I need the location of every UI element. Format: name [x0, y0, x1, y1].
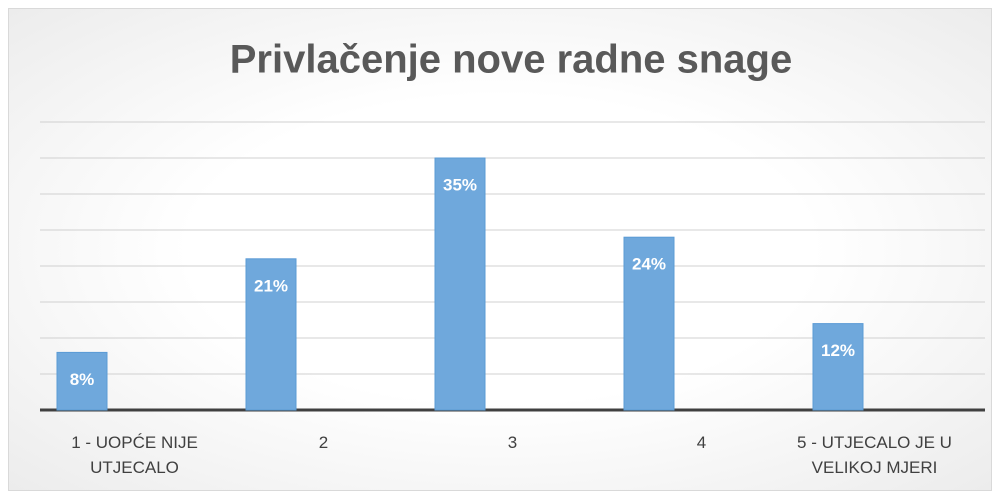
x-tick-label: 3 — [507, 433, 518, 452]
data-label: 21% — [254, 276, 288, 295]
bar — [434, 157, 486, 411]
data-label: 8% — [70, 370, 95, 389]
bar — [812, 323, 864, 411]
x-tick-label: 4 — [696, 433, 707, 452]
x-tick-label: 1 - UOPĆE NIJE UTJECALO — [71, 433, 198, 477]
x-tick-label: 2 — [318, 433, 329, 452]
data-label: 24% — [632, 255, 666, 274]
data-label: 12% — [821, 341, 855, 360]
chart-title: Privlačenje nove radne snage — [230, 38, 792, 82]
bar — [623, 236, 675, 411]
bar — [245, 258, 297, 411]
data-label: 35% — [443, 175, 477, 194]
bar — [56, 351, 108, 411]
x-tick-label: 5 - UTJECALO JE U VELIKOJ MJERI — [797, 433, 952, 477]
